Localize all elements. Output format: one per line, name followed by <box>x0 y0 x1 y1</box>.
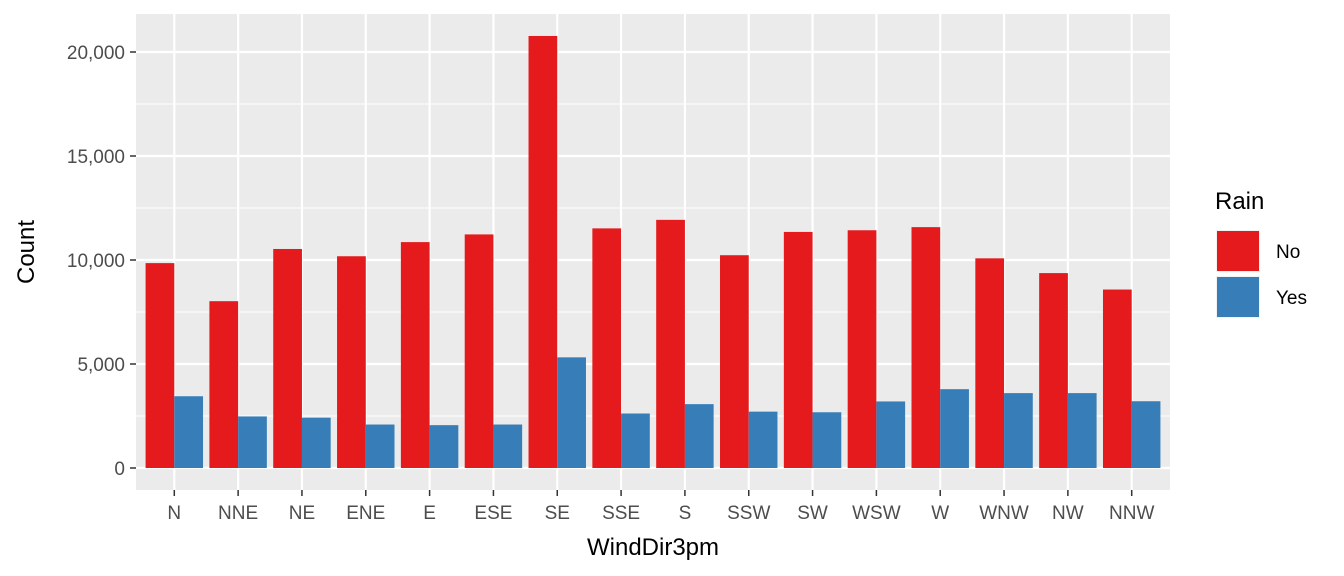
legend-key-yes <box>1217 277 1259 317</box>
bar-no-nw <box>1039 273 1068 468</box>
bar-no-ese <box>464 234 494 468</box>
legend-label-yes: Yes <box>1276 288 1307 309</box>
x-axis: N NNE NE ENE E ESE SE SSE S SSW SW WSW W WNW NW NNW <box>167 490 1154 524</box>
x-tick-label: S <box>679 503 692 524</box>
bar-yes-sw <box>812 412 842 468</box>
bar-yes-s <box>684 404 714 468</box>
bar-no-nne <box>209 301 239 468</box>
bar-no-wnw <box>975 258 1005 468</box>
bar-no-sw <box>783 231 813 468</box>
x-tick-label: SSW <box>727 503 770 524</box>
bars <box>145 35 1161 468</box>
legend-label-no: No <box>1276 242 1300 263</box>
y-tick-label: 5,000 <box>77 355 125 376</box>
bar-yes-nw <box>1067 393 1097 468</box>
x-tick-label: SE <box>545 503 570 524</box>
x-tick-label: NE <box>289 503 315 524</box>
bar-yes-se <box>557 357 586 468</box>
x-axis-title: WindDir3pm <box>587 534 719 561</box>
bar-no-w <box>911 227 941 468</box>
y-tick-label: 0 <box>114 459 125 480</box>
bar-no-wsw <box>847 230 877 468</box>
bar-yes-nnw <box>1131 401 1161 468</box>
bar-yes-ssw <box>748 411 778 468</box>
x-tick-label: NNE <box>218 503 258 524</box>
y-tick-label: 10,000 <box>67 251 125 272</box>
x-tick-label: E <box>423 503 436 524</box>
y-tick-label: 15,000 <box>67 147 125 168</box>
bar-no-n <box>145 263 175 468</box>
y-axis-title: Count <box>13 220 40 284</box>
bar-yes-w <box>940 389 969 468</box>
bar-yes-nne <box>238 416 267 468</box>
bar-no-se <box>528 35 558 468</box>
x-tick-label: ENE <box>346 503 385 524</box>
bar-yes-sse <box>621 413 650 468</box>
bar-yes-wsw <box>876 401 906 468</box>
bar-no-ssw <box>720 255 749 468</box>
x-tick-label: W <box>931 503 949 524</box>
x-tick-label: SW <box>797 503 828 524</box>
y-tick-label: 20,000 <box>67 43 125 64</box>
x-tick-label: SSE <box>602 503 640 524</box>
bar-no-ne <box>273 248 302 468</box>
bar-no-sse <box>592 228 622 468</box>
x-tick-label: WSW <box>852 503 901 524</box>
bar-yes-ese <box>493 424 523 468</box>
bar-no-ene <box>337 256 366 468</box>
y-axis: 0 5,000 10,000 15,000 20,000 <box>67 43 136 480</box>
x-tick-label: ESE <box>474 503 512 524</box>
bar-no-e <box>400 242 430 468</box>
bar-yes-ene <box>365 424 395 468</box>
bar-no-nnw <box>1102 289 1132 468</box>
bar-no-s <box>656 219 685 468</box>
legend-key-no <box>1217 231 1259 271</box>
bar-yes-wnw <box>1004 393 1033 468</box>
x-tick-label: NNW <box>1109 503 1154 524</box>
legend-items: No Yes <box>1216 230 1307 318</box>
bar-yes-e <box>429 425 459 468</box>
x-tick-label: N <box>167 503 181 524</box>
bar-yes-n <box>174 396 204 468</box>
x-tick-label: WNW <box>979 503 1029 524</box>
legend: Rain No Yes <box>1215 188 1307 318</box>
x-tick-label: NW <box>1052 503 1084 524</box>
bar-yes-ne <box>301 417 331 468</box>
legend-title: Rain <box>1215 188 1264 215</box>
